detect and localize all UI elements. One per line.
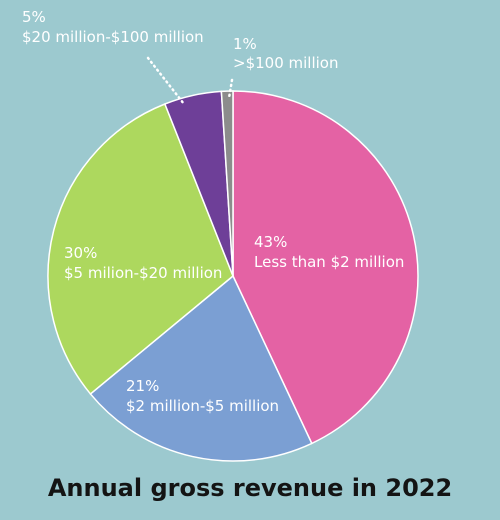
pie-slice-1 — [89, 274, 313, 462]
pie-slices — [47, 90, 419, 462]
leader-line-0 — [146, 56, 186, 106]
slice-3-label: $20 million-$100 million — [22, 28, 204, 46]
pie-slice-2 — [47, 103, 234, 395]
slice-4-percent: 1% — [233, 35, 257, 53]
slice-4-label: >$100 million — [233, 54, 338, 72]
slice-0-percent: 43% — [254, 233, 287, 251]
pie-slice-4 — [220, 90, 234, 277]
slice-1-label: $2 million-$5 million — [126, 397, 279, 415]
pie-slice-0 — [232, 90, 419, 445]
leader-line-1 — [227, 78, 234, 100]
chart-title: Annual gross revenue in 2022 — [47, 474, 453, 502]
slice-2-percent: 30% — [64, 244, 97, 262]
leader-lines — [146, 56, 234, 106]
slice-1-percent: 21% — [126, 377, 159, 395]
slice-0-label: Less than $2 million — [254, 253, 404, 271]
slice-2-label: $5 milion-$20 million — [64, 264, 222, 282]
slice-3-percent: 5% — [22, 8, 46, 26]
